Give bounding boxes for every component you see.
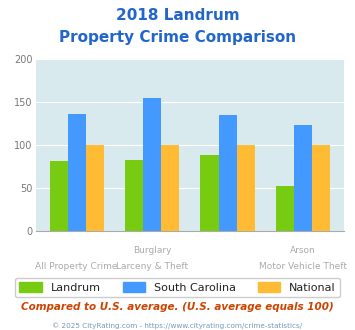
Bar <box>161 145 179 231</box>
Text: Larceny & Theft: Larceny & Theft <box>116 262 188 271</box>
Text: Arson: Arson <box>290 247 316 255</box>
Legend: Landrum, South Carolina, National: Landrum, South Carolina, National <box>15 278 340 297</box>
Bar <box>294 125 312 231</box>
Bar <box>86 145 104 231</box>
Bar <box>219 115 237 231</box>
Text: 2018 Landrum: 2018 Landrum <box>116 8 239 23</box>
Text: Motor Vehicle Theft: Motor Vehicle Theft <box>259 262 347 271</box>
Bar <box>143 98 161 231</box>
Bar <box>68 114 86 231</box>
Bar <box>125 160 143 231</box>
Text: Burglary: Burglary <box>133 247 171 255</box>
Bar <box>50 161 68 231</box>
Bar <box>312 145 330 231</box>
Text: © 2025 CityRating.com - https://www.cityrating.com/crime-statistics/: © 2025 CityRating.com - https://www.city… <box>53 323 302 329</box>
Bar <box>237 145 255 231</box>
Text: Compared to U.S. average. (U.S. average equals 100): Compared to U.S. average. (U.S. average … <box>21 302 334 312</box>
Text: All Property Crime: All Property Crime <box>36 262 118 271</box>
Bar <box>276 185 294 231</box>
Bar <box>201 155 219 231</box>
Text: Property Crime Comparison: Property Crime Comparison <box>59 30 296 45</box>
